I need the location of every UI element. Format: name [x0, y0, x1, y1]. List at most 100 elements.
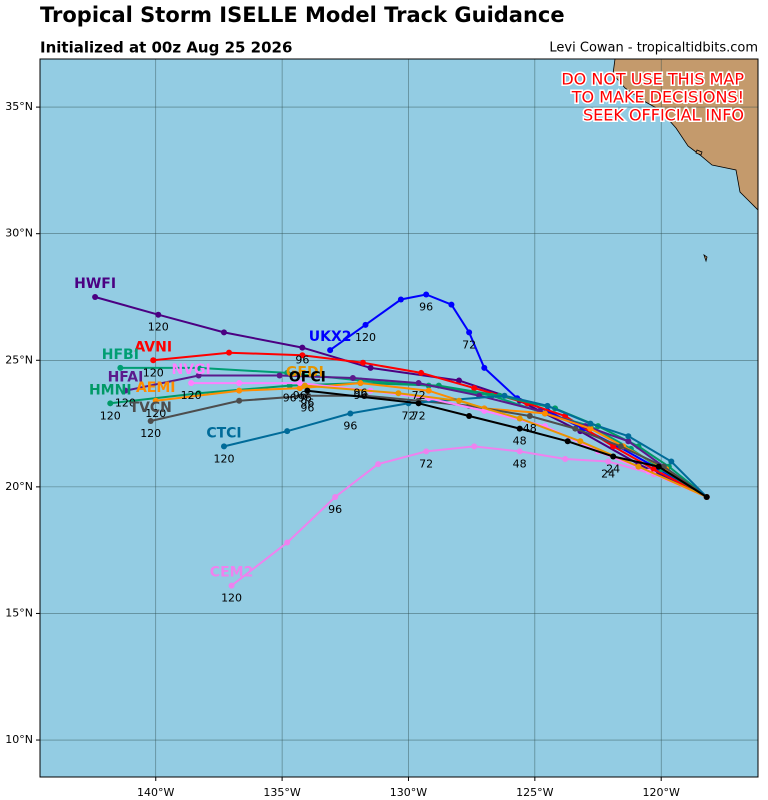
track-point	[276, 372, 283, 379]
track-point	[296, 385, 303, 392]
track-point	[423, 291, 430, 298]
hour-label: 96	[293, 389, 307, 402]
hour-label: 120	[213, 452, 234, 465]
track-name: NVGI	[171, 362, 210, 378]
warning-text: SEEK OFFICIAL INFO	[583, 106, 744, 125]
hour-label: 72	[419, 457, 433, 470]
hour-label: 72	[462, 338, 476, 351]
track-point	[668, 458, 675, 465]
axes-layer: 140°W 135°W 130°W 125°W 120°W 10°N 15°N 20°N 25°…	[5, 100, 680, 799]
hour-label: 96	[328, 503, 342, 516]
track-point	[284, 428, 291, 435]
x-tick-label: 125°W	[516, 786, 553, 799]
track-point	[236, 387, 243, 394]
track-point	[301, 382, 308, 389]
track-point	[516, 425, 523, 432]
track-point	[541, 410, 548, 417]
hour-label: 48	[523, 422, 537, 435]
track-line	[307, 389, 708, 498]
track-point	[284, 539, 291, 546]
track-point	[195, 364, 202, 371]
hour-label: 96	[283, 392, 297, 405]
track-point	[349, 374, 356, 381]
track-point	[423, 448, 430, 455]
hour-label: 120	[140, 427, 161, 440]
y-tick-label: 20°N	[5, 480, 33, 493]
track-line	[94, 296, 708, 498]
warning-text: DO NOT USE THIS MAP	[561, 70, 744, 89]
track-name: HFBI	[102, 347, 139, 363]
map-credit: Levi Cowan - tropicaltidbits.com	[549, 41, 758, 56]
track-point	[655, 463, 662, 470]
track-line	[191, 382, 708, 498]
track-point	[456, 397, 463, 404]
track-point	[155, 311, 162, 318]
track-point	[147, 418, 154, 425]
track-point	[562, 456, 569, 463]
track-point	[236, 397, 243, 404]
track-point	[395, 390, 402, 397]
land-layer	[612, 59, 758, 263]
y-tick-label: 35°N	[5, 100, 33, 113]
track-point	[107, 400, 114, 407]
hour-label: 96	[353, 389, 367, 402]
track-point	[471, 443, 478, 450]
hour-label: 120	[115, 397, 136, 410]
map-title: Tropical Storm ISELLE Model Track Guidan…	[40, 3, 565, 27]
hour-label: 96	[419, 300, 433, 313]
plot-frame	[39, 58, 759, 778]
track-point	[587, 425, 594, 432]
track-name: OFCI	[289, 370, 326, 386]
track-point	[117, 364, 124, 371]
x-tick-label: 130°W	[390, 786, 427, 799]
track-point	[516, 415, 523, 422]
track-point	[610, 453, 617, 460]
hour-label: 96	[343, 419, 357, 432]
hour-label: 120	[181, 389, 202, 402]
track-point	[299, 344, 306, 351]
track-point	[92, 293, 99, 300]
track-name: HWFI	[74, 276, 116, 292]
island	[695, 149, 708, 263]
track-point	[357, 380, 364, 387]
track-point	[625, 438, 632, 445]
hour-label: 96	[300, 402, 314, 415]
track-point	[195, 372, 202, 379]
track-point	[152, 397, 159, 404]
map-subtitle: Initialized at 00z Aug 25 2026	[40, 39, 292, 57]
track-name: HMNI	[89, 382, 132, 398]
tracks-layer: 96120HWFI7296120UKX2120AVNI96HFBI96120HM…	[74, 276, 710, 605]
hour-label: 120	[148, 321, 169, 334]
track-point	[397, 296, 404, 303]
track-point	[359, 359, 366, 366]
track-name: HFAI	[108, 370, 144, 386]
hour-label: 24	[601, 468, 615, 481]
track-point	[188, 380, 195, 387]
track-point	[577, 438, 584, 445]
track-point	[605, 458, 612, 465]
hour-label: 120	[355, 331, 376, 344]
track-point	[327, 347, 334, 354]
hour-label: 120	[100, 409, 121, 422]
track-name: CTCI	[206, 425, 241, 441]
track-point	[625, 433, 632, 440]
track-name: AEMI	[136, 380, 176, 396]
track-point	[635, 463, 642, 470]
hour-label: 72	[401, 409, 415, 422]
track-point	[703, 493, 710, 500]
track-point	[304, 392, 311, 399]
track-name: UKX2	[309, 329, 352, 345]
track-name: TVCN	[129, 400, 171, 416]
y-tick-label: 10°N	[5, 733, 33, 746]
track-point	[526, 412, 533, 419]
hour-label: 72	[412, 409, 426, 422]
track-point	[516, 448, 523, 455]
track-point	[456, 377, 463, 384]
track-point	[122, 387, 129, 394]
track-point	[448, 301, 455, 308]
track-point	[150, 357, 157, 364]
hour-label: 48	[513, 435, 527, 448]
track-name: CEM2	[210, 565, 254, 581]
warning-text: TO MAKE DECISIONS!	[571, 88, 744, 107]
